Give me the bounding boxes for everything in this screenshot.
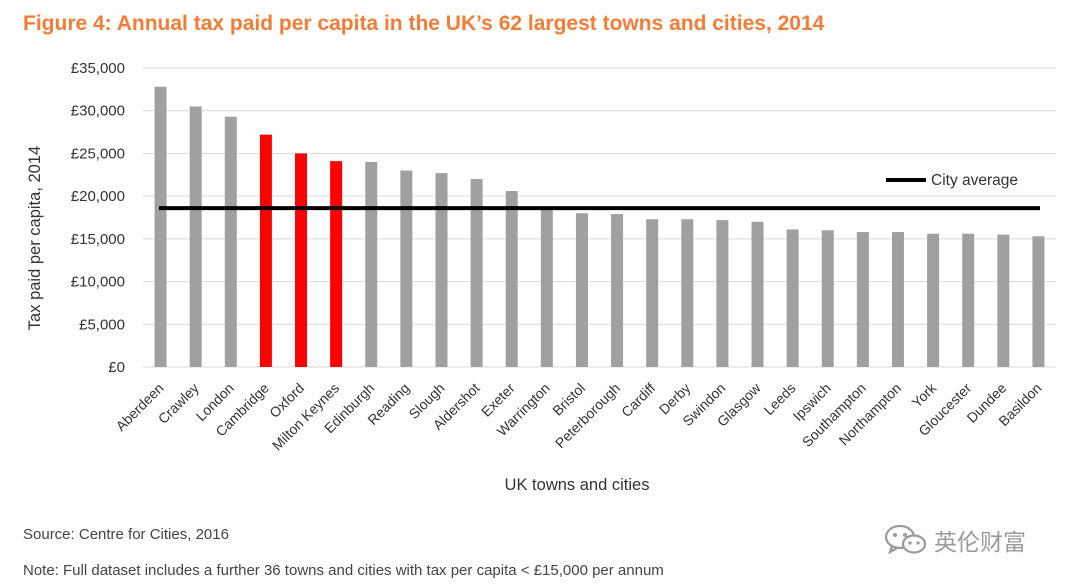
legend-label: City average <box>931 172 1018 189</box>
x-tick-label: Cardiff <box>618 380 658 420</box>
x-tick-label: York <box>908 379 939 410</box>
x-axis-label: UK towns and cities <box>505 476 650 494</box>
y-axis-ticks: £0 £5,000 £10,000 £15,000 £20,000 £25,000 £30,… <box>71 60 125 376</box>
bar <box>891 232 904 367</box>
bar <box>330 161 343 367</box>
x-tick-label: Aberdeen <box>112 380 166 434</box>
bar <box>435 173 448 367</box>
bar <box>295 153 308 367</box>
bar <box>681 219 694 367</box>
y-tick-label: £20,000 <box>71 188 125 205</box>
y-tick-label: £10,000 <box>71 274 125 291</box>
bar <box>611 214 624 367</box>
bar <box>505 191 518 367</box>
bar <box>189 106 202 367</box>
bar <box>821 230 834 367</box>
y-tick-label: £30,000 <box>71 103 125 120</box>
bar <box>716 220 729 367</box>
y-tick-label: £5,000 <box>79 316 125 333</box>
gridlines <box>143 67 1056 368</box>
source-note: Source: Centre for Cities, 2016 <box>23 526 229 543</box>
bar <box>1032 236 1045 367</box>
bar <box>751 221 764 367</box>
bar <box>962 233 975 367</box>
wechat-icon <box>884 524 927 555</box>
bar <box>575 213 588 367</box>
bar <box>856 232 869 367</box>
bars <box>154 86 1045 368</box>
y-tick-label: £35,000 <box>71 60 125 77</box>
bar <box>224 116 237 368</box>
watermark-text: 英伦财富 <box>934 530 1026 556</box>
bar <box>154 86 167 368</box>
x-axis-ticks: AberdeenCrawleyLondonCambridgeOxfordMilt… <box>112 379 1044 453</box>
legend: City average <box>886 172 1018 189</box>
y-axis-label: Tax paid per capita, 2014 <box>26 146 44 330</box>
y-tick-label: £15,000 <box>71 231 125 248</box>
y-tick-label: £0 <box>108 359 125 376</box>
bar <box>259 134 272 367</box>
bar <box>997 234 1010 367</box>
bar <box>540 208 553 367</box>
bar-chart: £0 £5,000 £10,000 £15,000 £20,000 £25,000 £30,… <box>26 60 1056 494</box>
bar <box>786 229 799 367</box>
bar <box>927 233 940 367</box>
bar <box>365 161 378 367</box>
bar <box>646 219 659 367</box>
y-tick-label: £25,000 <box>71 145 125 162</box>
footnote: Note: Full dataset includes a further 36… <box>23 562 664 579</box>
bar <box>400 170 413 367</box>
chart-title: Figure 4: Annual tax paid per capita in … <box>23 12 825 35</box>
watermark: 英伦财富 <box>884 523 1026 557</box>
bar <box>470 179 483 367</box>
